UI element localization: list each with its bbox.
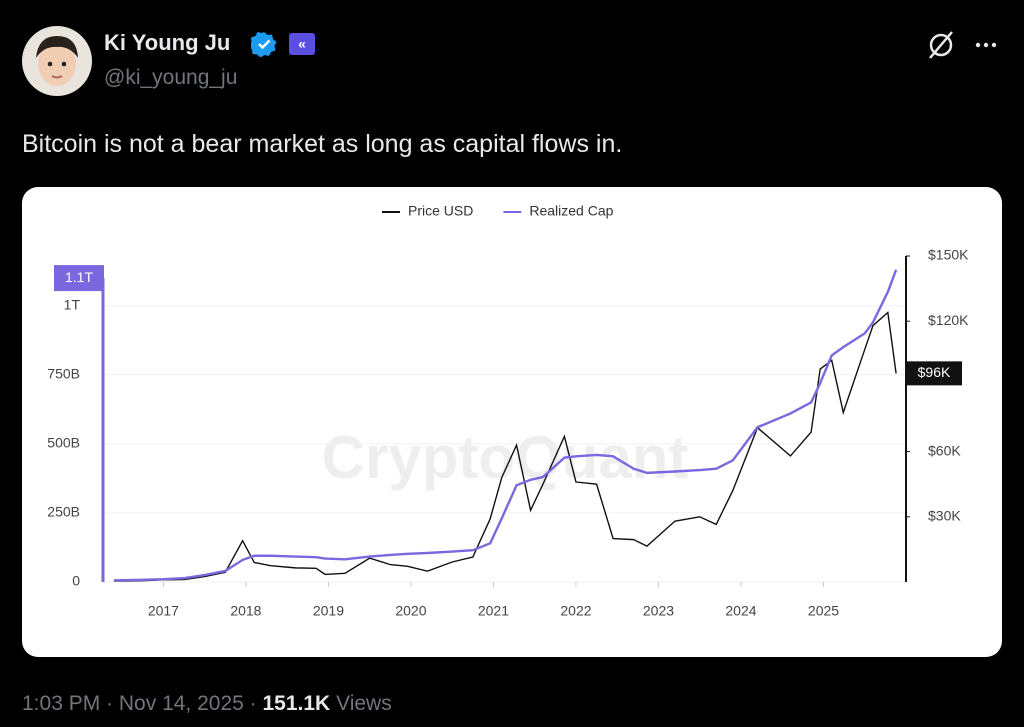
y-tick-label: 750B bbox=[47, 365, 80, 381]
y-tick-label: 250B bbox=[47, 504, 80, 520]
post-time[interactable]: 1:03 PM bbox=[22, 692, 101, 715]
y-marker-box bbox=[54, 265, 104, 292]
y-tick-label: 1T bbox=[64, 296, 81, 312]
y2-marker-label: $96K bbox=[918, 364, 951, 380]
view-count: 151.1K bbox=[262, 692, 331, 715]
watermark: CryptoQuant bbox=[322, 424, 689, 491]
x-tick-label: 2020 bbox=[395, 603, 426, 619]
series-line bbox=[113, 311, 897, 582]
svg-text:«: « bbox=[298, 36, 306, 52]
avatar[interactable] bbox=[22, 26, 92, 96]
y-marker-label: 1.1T bbox=[65, 269, 93, 285]
y2-tick-label: $60K bbox=[928, 442, 961, 458]
tweet-text: Bitcoin is not a bear market as long as … bbox=[22, 130, 623, 158]
x-tick-label: 2017 bbox=[148, 603, 179, 619]
y2-marker-box bbox=[906, 361, 962, 386]
user-handle[interactable]: @ki_young_ju bbox=[104, 66, 238, 89]
x-tick-label: 2024 bbox=[725, 603, 756, 619]
badges: « bbox=[251, 32, 315, 57]
user-name[interactable]: Ki Young Ju bbox=[104, 30, 231, 55]
y2-tick-label: $150K bbox=[928, 247, 969, 263]
post-date[interactable]: Nov 14, 2025 bbox=[118, 692, 244, 715]
y2-tick-label: $30K bbox=[928, 508, 961, 524]
x-tick-label: 2021 bbox=[478, 603, 509, 619]
x-tick-label: 2019 bbox=[313, 603, 344, 619]
views-label: Views bbox=[336, 692, 392, 715]
x-tick-label: 2022 bbox=[560, 603, 591, 619]
top-icons[interactable] bbox=[926, 28, 1006, 62]
x-tick-label: 2025 bbox=[808, 603, 839, 619]
y-tick-label: 500B bbox=[47, 435, 80, 451]
legend-label: Price USD bbox=[408, 203, 473, 219]
series-line bbox=[113, 269, 898, 582]
x-tick-label: 2018 bbox=[230, 603, 261, 619]
footer: 1:03 PM · Nov 14, 2025 · 151.1K Views bbox=[22, 692, 392, 715]
x-tick-label: 2023 bbox=[643, 603, 674, 619]
y-tick-label: 0 bbox=[72, 573, 80, 589]
legend-label: Realized Cap bbox=[529, 203, 613, 219]
y2-tick-label: $120K bbox=[928, 312, 969, 328]
